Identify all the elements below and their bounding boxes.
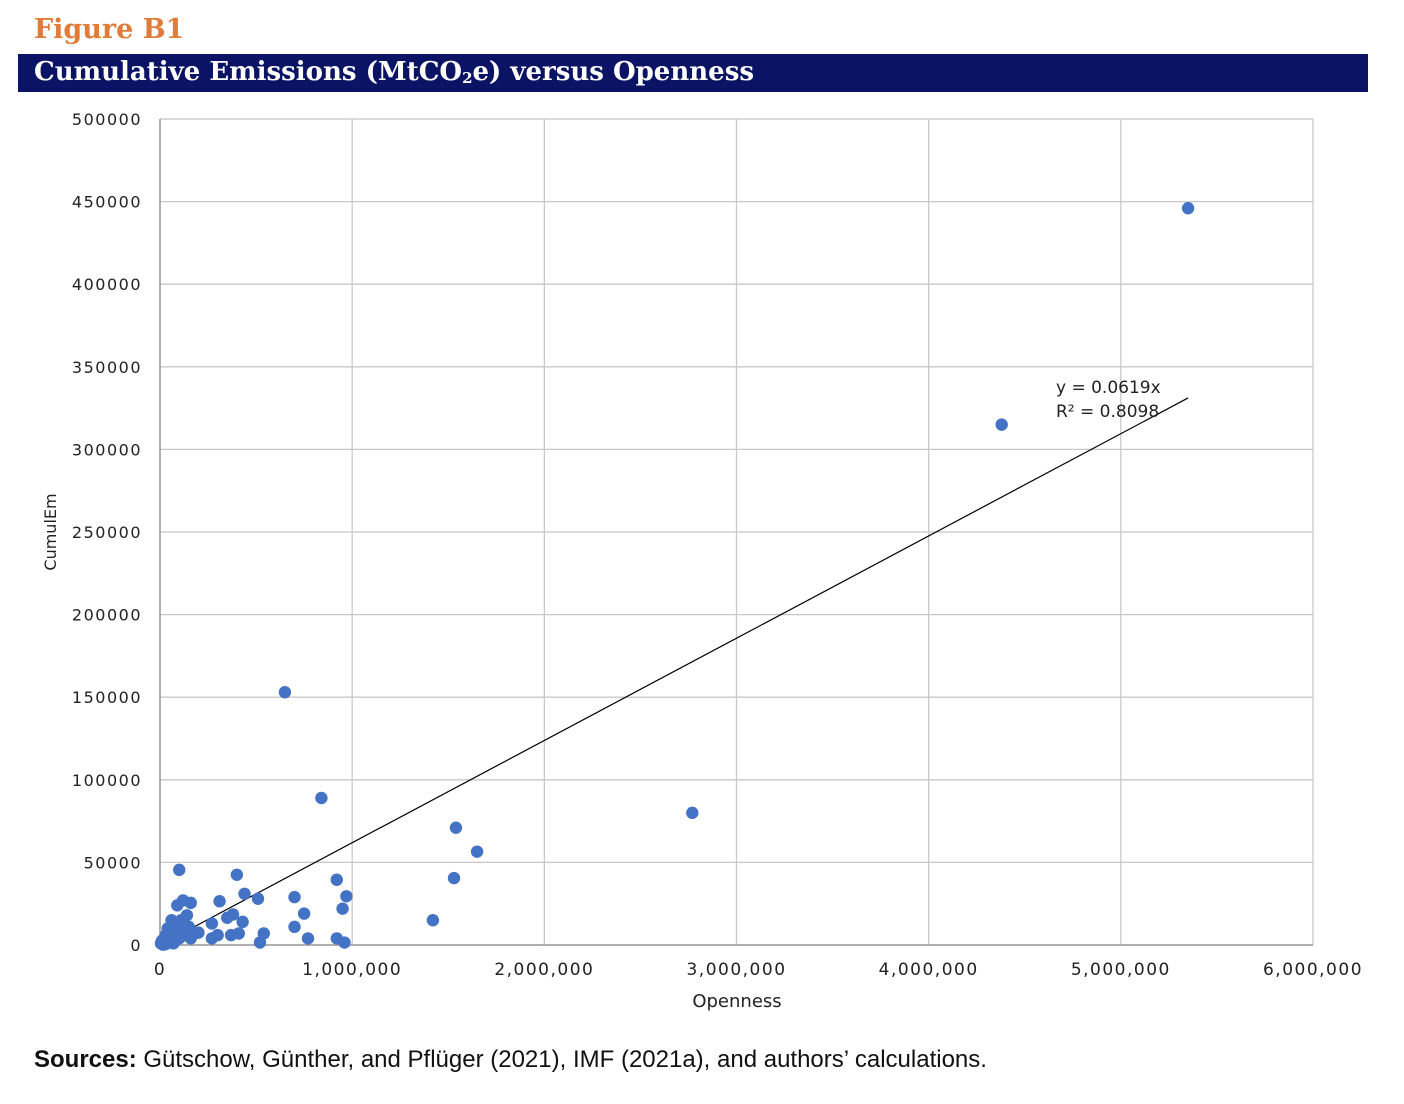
- tick-labels: 0 50000 100000 150000 200000 250000 300000 3500…: [72, 110, 1363, 980]
- data-point: [447, 871, 461, 885]
- data-point: [253, 936, 267, 949]
- data-point: [426, 914, 440, 927]
- data-point: [205, 917, 219, 930]
- data-point: [173, 863, 186, 877]
- data-point: [301, 932, 315, 945]
- x-tick-label: 2,000,000: [494, 960, 594, 980]
- chart-title: Cumulative Emissions (MtCO2e) versus Ope…: [34, 57, 754, 87]
- y-tick-label: 400000: [72, 275, 142, 294]
- data-point: [995, 418, 1008, 431]
- x-tick-label: 5,000,000: [1071, 960, 1171, 980]
- data-point: [251, 892, 265, 905]
- data-point: [184, 932, 197, 945]
- data-point: [230, 868, 244, 881]
- x-tick-label: 6,000,000: [1263, 960, 1363, 980]
- data-point: [470, 845, 484, 858]
- data-point: [288, 920, 301, 934]
- title-bar: Cumulative Emissions (MtCO2e) versus Ope…: [18, 54, 1368, 92]
- title-suffix: e) versus Openness: [472, 57, 754, 87]
- data-point: [156, 938, 170, 951]
- data-point: [686, 806, 699, 820]
- source-text: Gütschow, Günther, and Pflüger (2021), I…: [136, 1046, 987, 1073]
- grid: [159, 118, 1314, 946]
- y-tick-label: 350000: [72, 358, 142, 377]
- data-point: [224, 928, 238, 942]
- data-point: [297, 907, 311, 920]
- x-tick-label: 3,000,000: [686, 960, 786, 980]
- source-label: Sources:: [34, 1046, 137, 1073]
- data-point: [184, 896, 197, 910]
- y-axis-label: CumulEm: [41, 493, 60, 570]
- data-point: [288, 890, 301, 904]
- x-tick-label: 1,000,000: [302, 960, 402, 980]
- y-tick-label: 50000: [84, 853, 142, 872]
- x-tick-label: 4,000,000: [879, 960, 979, 980]
- y-tick-label: 0: [130, 936, 142, 955]
- data-point: [338, 936, 351, 949]
- data-point: [236, 915, 249, 929]
- y-tick-label: 500000: [72, 110, 142, 129]
- y-tick-label: 200000: [72, 606, 142, 625]
- y-tick-label: 100000: [72, 771, 142, 790]
- data-point: [330, 873, 343, 886]
- trendline-r-squared: R² = 0.8098: [1056, 402, 1159, 422]
- data-point: [315, 791, 328, 805]
- y-tick-label: 150000: [72, 688, 142, 707]
- data-point: [340, 890, 353, 903]
- data-point: [205, 932, 219, 945]
- y-tick-label: 450000: [72, 193, 142, 212]
- figure-label: Figure B1: [34, 14, 185, 45]
- title-prefix: Cumulative Emissions (MtCO: [34, 57, 463, 87]
- data-point: [449, 821, 463, 834]
- trendline: [159, 397, 1189, 946]
- x-tick-label: 0: [154, 960, 166, 980]
- trendline-group: [159, 397, 1189, 946]
- data-point: [221, 911, 234, 924]
- data-point: [278, 686, 292, 699]
- data-points: [154, 202, 1195, 951]
- title-subscript: 2: [462, 69, 473, 87]
- data-point: [336, 902, 349, 915]
- source-note: Sources: Gütschow, Günther, and Pflüger …: [34, 1046, 987, 1074]
- data-point: [238, 887, 251, 900]
- data-point: [1181, 202, 1195, 215]
- y-tick-label: 250000: [72, 523, 142, 542]
- data-point: [171, 899, 184, 912]
- x-axis-label: Openness: [692, 991, 781, 1012]
- y-tick-label: 300000: [72, 440, 142, 459]
- scatter-chart: 0 50000 100000 150000 200000 250000 300000 3500…: [41, 110, 1363, 1012]
- data-point: [213, 895, 226, 908]
- trendline-equation: y = 0.0619x: [1056, 378, 1161, 398]
